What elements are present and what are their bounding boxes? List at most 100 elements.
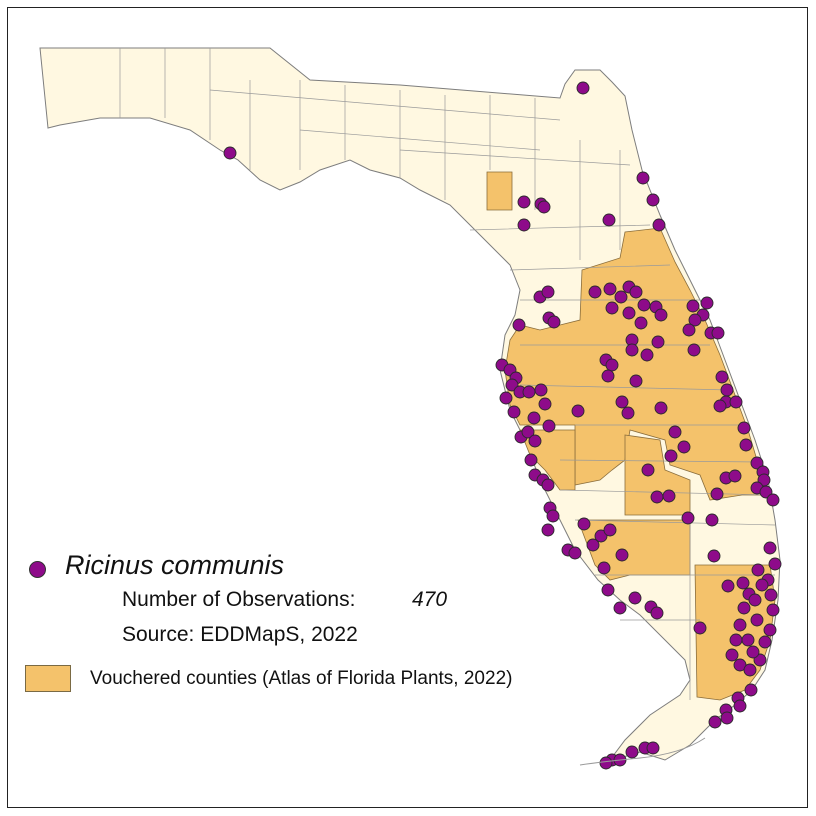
observation-marker <box>729 633 743 647</box>
observation-marker <box>755 578 769 592</box>
observation-marker <box>758 635 772 649</box>
observation-marker <box>641 463 655 477</box>
observation-marker <box>763 541 777 555</box>
observation-marker <box>766 493 780 507</box>
observation-marker <box>223 146 237 160</box>
observation-marker <box>541 523 555 537</box>
observation-marker <box>571 404 585 418</box>
observation-marker <box>640 348 654 362</box>
observations-label: Number of Observations: <box>122 588 356 611</box>
observation-marker <box>677 440 691 454</box>
observation-marker <box>654 308 668 322</box>
observation-marker <box>652 218 666 232</box>
observation-marker <box>686 299 700 313</box>
observation-marker <box>613 601 627 615</box>
observation-marker <box>588 285 602 299</box>
observation-marker <box>603 523 617 537</box>
observation-marker <box>507 405 521 419</box>
observation-marker <box>741 633 755 647</box>
observation-marker <box>650 490 664 504</box>
observation-marker <box>750 456 764 470</box>
observation-marker <box>547 315 561 329</box>
observation-marker <box>634 316 648 330</box>
observation-marker <box>614 290 628 304</box>
observation-marker <box>737 421 751 435</box>
observation-marker <box>721 579 735 593</box>
observation-marker <box>662 489 676 503</box>
vouchered-legend-swatch <box>25 665 71 692</box>
observation-marker <box>629 285 643 299</box>
observation-marker <box>622 306 636 320</box>
observation-marker <box>720 711 734 725</box>
observation-marker <box>739 438 753 452</box>
vouchered-county-north <box>486 171 513 211</box>
observation-marker <box>708 715 722 729</box>
observation-marker <box>688 313 702 327</box>
observation-marker <box>517 195 531 209</box>
observation-marker <box>650 606 664 620</box>
observation-marker <box>743 663 757 677</box>
source-note: Source: EDDMapS, 2022 <box>122 623 358 646</box>
observation-marker <box>713 399 727 413</box>
observation-marker <box>629 374 643 388</box>
observation-marker <box>748 593 762 607</box>
observation-marker <box>577 517 591 531</box>
observation-marker <box>537 200 551 214</box>
observation-marker <box>637 298 651 312</box>
observation-marker <box>766 603 780 617</box>
observation-marker <box>568 546 582 560</box>
observation-marker <box>524 453 538 467</box>
observation-marker <box>521 425 535 439</box>
observation-marker <box>720 383 734 397</box>
observation-marker <box>728 469 742 483</box>
observation-marker <box>700 296 714 310</box>
vouchered-counties-label: Vouchered counties (Atlas of Florida Pla… <box>90 668 513 689</box>
observation-marker <box>715 370 729 384</box>
observation-marker <box>733 699 747 713</box>
observation-marker <box>625 343 639 357</box>
observation-marker <box>601 583 615 597</box>
observation-marker <box>668 425 682 439</box>
observation-marker <box>528 434 542 448</box>
observation-marker <box>599 756 613 770</box>
observation-marker <box>764 588 778 602</box>
observation-points <box>223 81 782 770</box>
observation-marker <box>729 395 743 409</box>
observation-marker <box>744 683 758 697</box>
observation-marker <box>693 621 707 635</box>
observation-marker <box>646 741 660 755</box>
observation-marker <box>711 326 725 340</box>
observation-marker <box>725 648 739 662</box>
observation-marker <box>534 383 548 397</box>
observation-marker <box>594 529 608 543</box>
observation-marker <box>682 323 696 337</box>
observation-marker <box>687 343 701 357</box>
observation-marker <box>541 285 555 299</box>
observation-marker <box>750 613 764 627</box>
observation-marker <box>601 369 615 383</box>
observation-marker <box>736 576 750 590</box>
observation-marker <box>602 213 616 227</box>
observation-marker <box>597 561 611 575</box>
observation-marker <box>621 406 635 420</box>
observation-marker <box>636 171 650 185</box>
observation-marker <box>751 563 765 577</box>
observation-marker <box>586 538 600 552</box>
observation-marker <box>733 618 747 632</box>
observation-marker <box>538 397 552 411</box>
observation-marker <box>628 591 642 605</box>
species-name: Ricinus communis <box>65 550 285 580</box>
observation-marker <box>517 218 531 232</box>
observations-count: 470 <box>412 588 448 611</box>
observation-marker <box>746 645 760 659</box>
observation-marker <box>546 509 560 523</box>
observation-legend-marker <box>29 561 46 578</box>
observation-marker <box>646 193 660 207</box>
observation-marker <box>737 601 751 615</box>
observation-marker <box>605 358 619 372</box>
observation-marker <box>615 548 629 562</box>
observation-marker <box>664 449 678 463</box>
observation-marker <box>541 478 555 492</box>
observation-marker <box>522 385 536 399</box>
